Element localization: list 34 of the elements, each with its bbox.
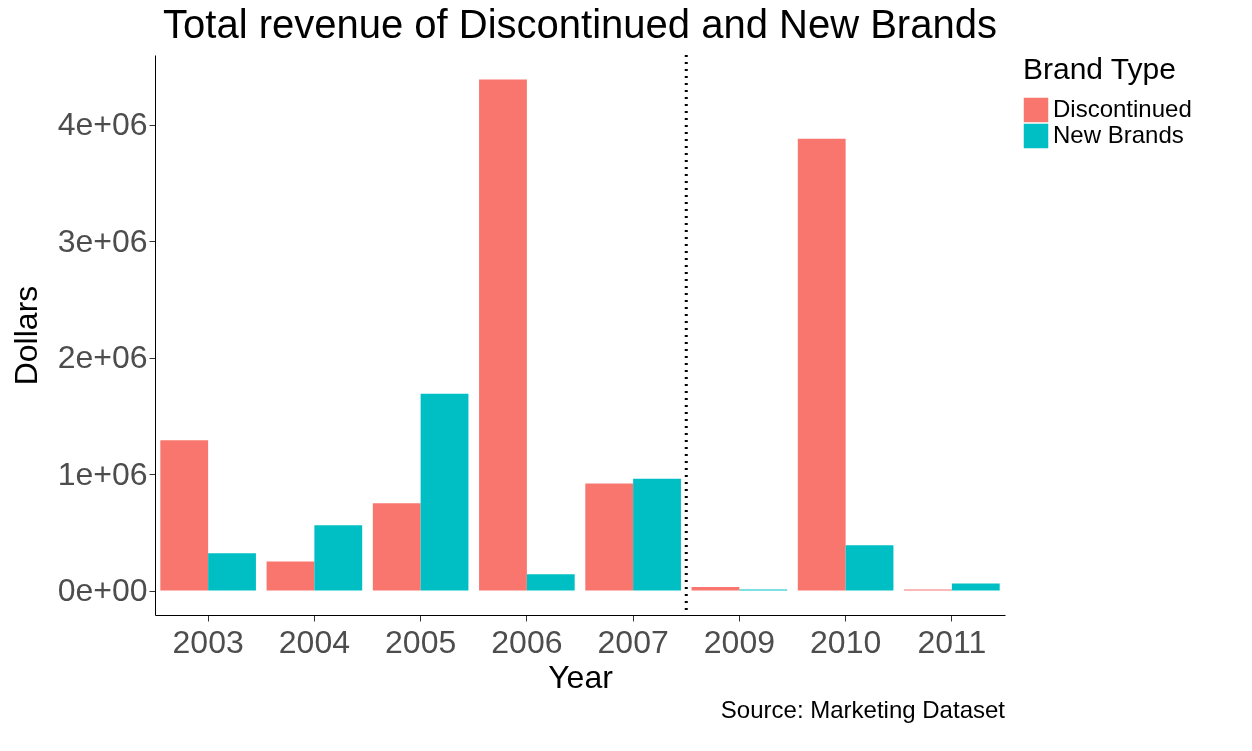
bar <box>372 503 421 591</box>
x-tick-label: 2009 <box>703 623 775 660</box>
y-tick-label: 4e+06 <box>57 106 148 143</box>
bar <box>585 483 634 591</box>
x-tick-label: 2011 <box>917 623 987 660</box>
x-axis-title: Year <box>548 658 614 695</box>
y-axis-title: Dollars <box>7 285 44 386</box>
x-tick-label: 2003 <box>172 623 244 660</box>
bar <box>314 525 363 591</box>
bar <box>208 553 256 591</box>
bar <box>266 561 315 591</box>
bar <box>797 138 846 591</box>
x-tick-label: 2010 <box>810 623 882 660</box>
bar <box>691 587 740 591</box>
y-tick-label: 0e+00 <box>57 572 148 609</box>
legend-title: Brand Type <box>1023 52 1176 85</box>
chart-title: Total revenue of Discontinued and New Brands <box>163 1 997 46</box>
bar <box>951 583 1000 591</box>
x-tick-label: 2005 <box>385 623 457 660</box>
source-note: Source: Marketing Dataset <box>720 696 1006 723</box>
bar <box>526 574 575 591</box>
y-tick-label: 1e+06 <box>57 455 148 492</box>
bar <box>479 79 527 591</box>
x-tick-label: 2004 <box>278 623 350 660</box>
y-tick-label: 3e+06 <box>57 222 148 259</box>
bar <box>633 478 681 591</box>
y-tick-label: 2e+06 <box>57 339 148 376</box>
x-tick-label: 2007 <box>597 623 669 660</box>
legend-label: New Brands <box>1053 121 1184 148</box>
bar <box>420 393 469 591</box>
bar <box>160 440 209 591</box>
legend-label: Discontinued <box>1053 95 1192 122</box>
bar <box>845 545 894 591</box>
x-tick-label: 2006 <box>491 623 563 660</box>
